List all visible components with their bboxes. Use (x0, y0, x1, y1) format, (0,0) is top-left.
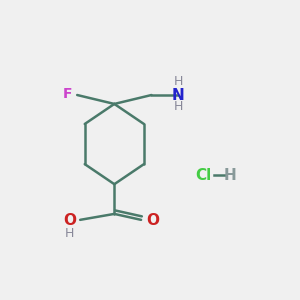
Text: H: H (173, 75, 183, 88)
Text: Cl: Cl (195, 168, 212, 183)
Text: O: O (63, 213, 76, 228)
Text: N: N (172, 88, 184, 103)
Text: H: H (173, 100, 183, 113)
Text: F: F (63, 86, 73, 100)
Text: H: H (224, 168, 237, 183)
Text: H: H (65, 227, 74, 240)
Text: O: O (146, 213, 160, 228)
